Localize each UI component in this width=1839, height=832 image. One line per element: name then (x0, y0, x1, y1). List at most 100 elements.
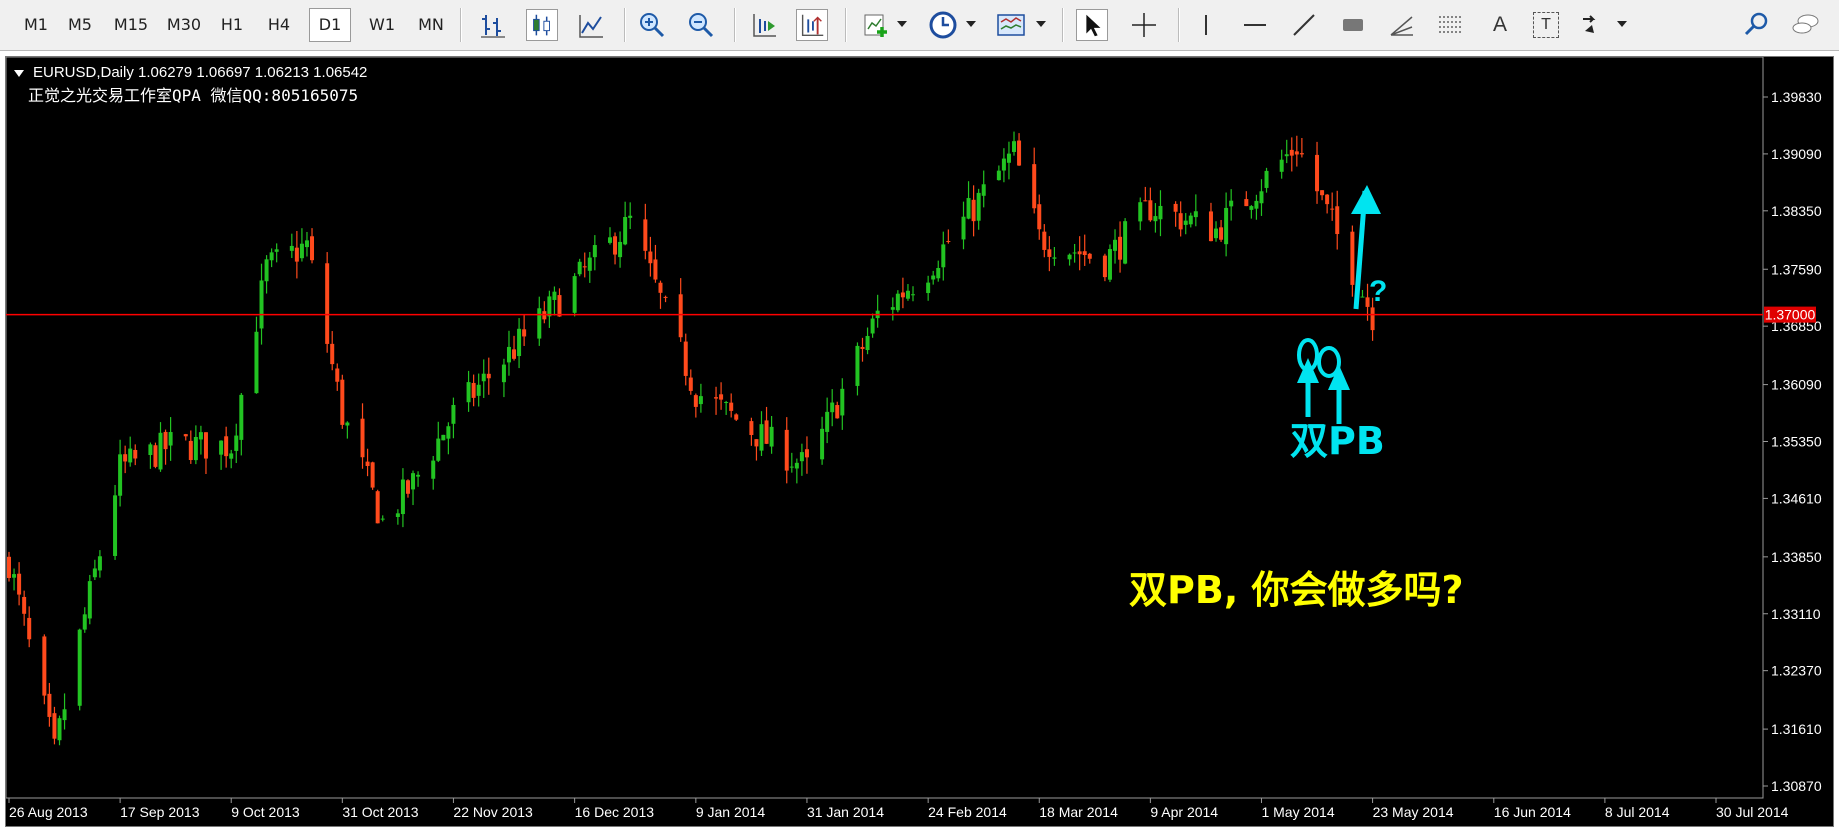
chart-shift-icon[interactable] (796, 9, 828, 41)
rectangle-icon[interactable] (1337, 9, 1369, 41)
candle-body-bear (678, 294, 683, 338)
candle-body-bull (1224, 207, 1229, 245)
zoom-out-icon[interactable] (685, 9, 717, 41)
candle-body-bear (1315, 154, 1320, 192)
candle-body-bull (198, 432, 203, 440)
candle-body-bear (1118, 236, 1123, 260)
dropdown-arrow-icon[interactable] (897, 21, 907, 29)
timeframe-m5[interactable]: M5 (68, 15, 92, 34)
toolbar-separator (624, 8, 626, 42)
candle-body-bear (714, 397, 719, 399)
candle-body-bull (1006, 153, 1011, 163)
collapse-triangle-icon[interactable] (14, 70, 24, 77)
candle-body-bull (234, 435, 239, 451)
candle-body-bear (663, 296, 668, 298)
text-label-tool-button[interactable]: T (1533, 12, 1559, 38)
candle-body-bear (330, 343, 335, 365)
search-icon[interactable] (1741, 9, 1773, 41)
dropdown-arrow-icon[interactable] (1036, 21, 1046, 29)
candle-body-bull (118, 454, 123, 496)
auto-scroll-icon[interactable] (748, 9, 780, 41)
timeframe-m15[interactable]: M15 (113, 15, 149, 34)
candle-body-bear (764, 420, 769, 444)
vertical-line-icon[interactable] (1190, 9, 1222, 41)
candle-body-bull (870, 318, 875, 334)
candle-body-bull (724, 402, 729, 404)
date-tick-label: 17 Sep 2013 (120, 804, 200, 820)
candle-body-bull (77, 629, 82, 706)
candle-body-bear (1294, 151, 1299, 155)
date-tick-label: 24 Feb 2014 (928, 804, 1007, 820)
candle-body-bull (789, 466, 794, 468)
candle-body-bear (17, 573, 22, 595)
fibonacci-retracement-icon[interactable] (1435, 9, 1467, 41)
price-chart[interactable]: 1.398301.390901.383501.375901.368501.360… (6, 57, 1833, 826)
timeframe-w1[interactable]: W1 (369, 15, 395, 34)
candle-body-bull (1284, 154, 1289, 157)
chat-icon[interactable] (1790, 9, 1822, 41)
arrows-tool-icon[interactable] (1577, 9, 1609, 41)
line-chart-icon[interactable] (575, 9, 607, 41)
periods-clock-icon[interactable] (927, 9, 959, 41)
date-tick-label: 16 Dec 2013 (575, 804, 655, 820)
candle-body-bull (380, 518, 385, 520)
crosshair-icon[interactable] (1128, 9, 1160, 41)
candle-body-bear (1143, 200, 1148, 202)
price-tick-label: 1.36090 (1771, 377, 1822, 393)
timeframe-m30[interactable]: M30 (166, 15, 202, 34)
candle-body-bull (1153, 216, 1158, 222)
price-tick-label: 1.33850 (1771, 549, 1822, 565)
zoom-in-icon[interactable] (636, 9, 668, 41)
fibonacci-fan-icon[interactable] (1386, 9, 1418, 41)
price-tick-label: 1.39090 (1771, 146, 1822, 162)
price-tag (1764, 306, 1816, 323)
price-tick-label: 1.38350 (1771, 203, 1822, 219)
indicators-icon[interactable] (860, 9, 892, 41)
candle-body-bull (931, 275, 936, 280)
candle-body-bear (1208, 211, 1213, 242)
candle-body-bull (623, 217, 628, 245)
candle-body-bull (1249, 206, 1254, 210)
candle-body-bull (830, 402, 835, 413)
candle-body-bear (471, 382, 476, 398)
candle-body-bull (547, 296, 552, 317)
candle-body-bull (57, 718, 62, 741)
dropdown-arrow-icon[interactable] (966, 21, 976, 29)
timeframe-m1[interactable]: M1 (24, 15, 48, 34)
date-tick-label: 23 May 2014 (1373, 804, 1454, 820)
candle-body-bull (289, 245, 294, 251)
timeframe-d1[interactable]: D1 (309, 8, 351, 42)
candle-body-bull (239, 394, 244, 440)
candle-body-bull (587, 257, 592, 271)
candle-body-bear (123, 454, 128, 462)
text-tool-button[interactable]: A (1492, 13, 1507, 36)
bar-chart-icon[interactable] (477, 9, 509, 41)
candle-body-bear (582, 266, 587, 268)
candle-body-bear (693, 395, 698, 407)
candle-body-bull (1138, 202, 1143, 222)
trendline-icon[interactable] (1288, 9, 1320, 41)
candle-body-bull (148, 444, 153, 456)
candle-body-bear (1365, 297, 1370, 307)
timeframe-mn[interactable]: MN (418, 15, 444, 34)
candle-body-bull (1158, 205, 1163, 220)
timeframe-h4[interactable]: H4 (267, 15, 291, 34)
candle-body-bear (613, 236, 618, 255)
candle-body-bear (719, 394, 724, 400)
horizontal-line-icon[interactable] (1239, 9, 1271, 41)
candle-body-bear (1178, 213, 1183, 230)
candle-body-bear (405, 480, 410, 494)
templates-icon[interactable] (995, 9, 1027, 41)
candle-body-bear (335, 368, 340, 382)
candle-body-bull (1254, 200, 1259, 209)
symbol-info: EURUSD,Daily 1.06279 1.06697 1.06213 1.0… (33, 64, 367, 81)
cursor-arrow-icon[interactable] (1076, 9, 1108, 41)
candle-body-bull (1123, 221, 1128, 264)
candle-body-bull (890, 307, 895, 310)
candle-body-bear (1047, 249, 1052, 257)
candlestick-chart-icon[interactable] (526, 9, 558, 41)
timeframe-h1[interactable]: H1 (220, 15, 244, 34)
candle-body-bear (1244, 199, 1249, 207)
candle-body-bear (860, 346, 865, 349)
dropdown-arrow-icon[interactable] (1617, 21, 1627, 29)
